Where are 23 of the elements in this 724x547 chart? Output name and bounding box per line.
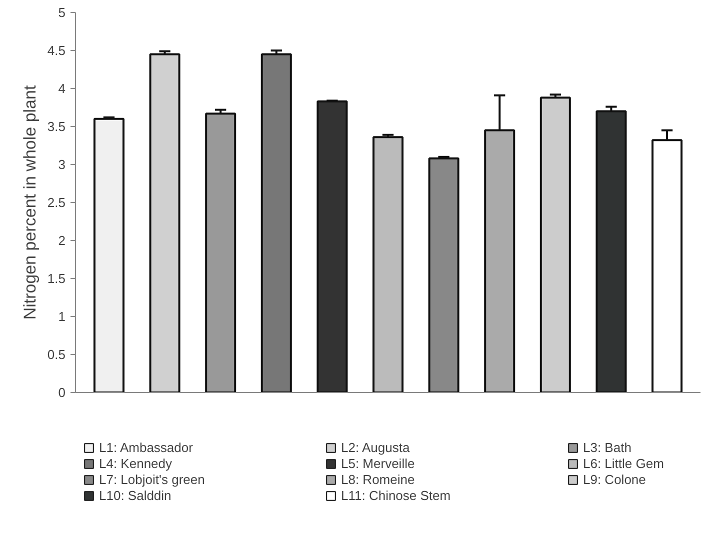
y-tick-label: 4.5 bbox=[47, 43, 66, 58]
legend-label: L7: Lobjoit's green bbox=[99, 472, 206, 487]
y-tick-label: 2.5 bbox=[47, 195, 66, 210]
y-tick-label: 0.5 bbox=[47, 347, 66, 362]
legend-label: L6: Little Gem bbox=[583, 456, 665, 471]
legend-label: L4: Kennedy bbox=[99, 456, 174, 471]
legend-label: L8: Romeine bbox=[341, 472, 416, 487]
y-axis-title: Nitrogen percent in whole plant bbox=[20, 85, 40, 320]
y-tick-label: 1 bbox=[58, 309, 66, 324]
y-tick-label: 4 bbox=[58, 81, 66, 96]
legend-label: L11: Chinose Stem bbox=[341, 488, 452, 503]
y-tick-label: 3 bbox=[58, 157, 66, 172]
legend-label: L1: Ambassador bbox=[99, 440, 194, 455]
legend-label: L3: Bath bbox=[583, 440, 632, 455]
y-tick-label: 0 bbox=[58, 385, 66, 400]
legend-label: L10: Salddin bbox=[99, 488, 172, 503]
legend-label: L2: Augusta bbox=[341, 440, 411, 455]
y-tick-label: 3.5 bbox=[47, 119, 66, 134]
legend-label: L9: Colone bbox=[583, 472, 647, 487]
legend-label: L5: Merveille bbox=[341, 456, 416, 471]
y-tick-label: 2 bbox=[58, 233, 66, 248]
y-tick-label: 5 bbox=[58, 5, 66, 20]
y-tick-label: 1.5 bbox=[47, 271, 66, 286]
